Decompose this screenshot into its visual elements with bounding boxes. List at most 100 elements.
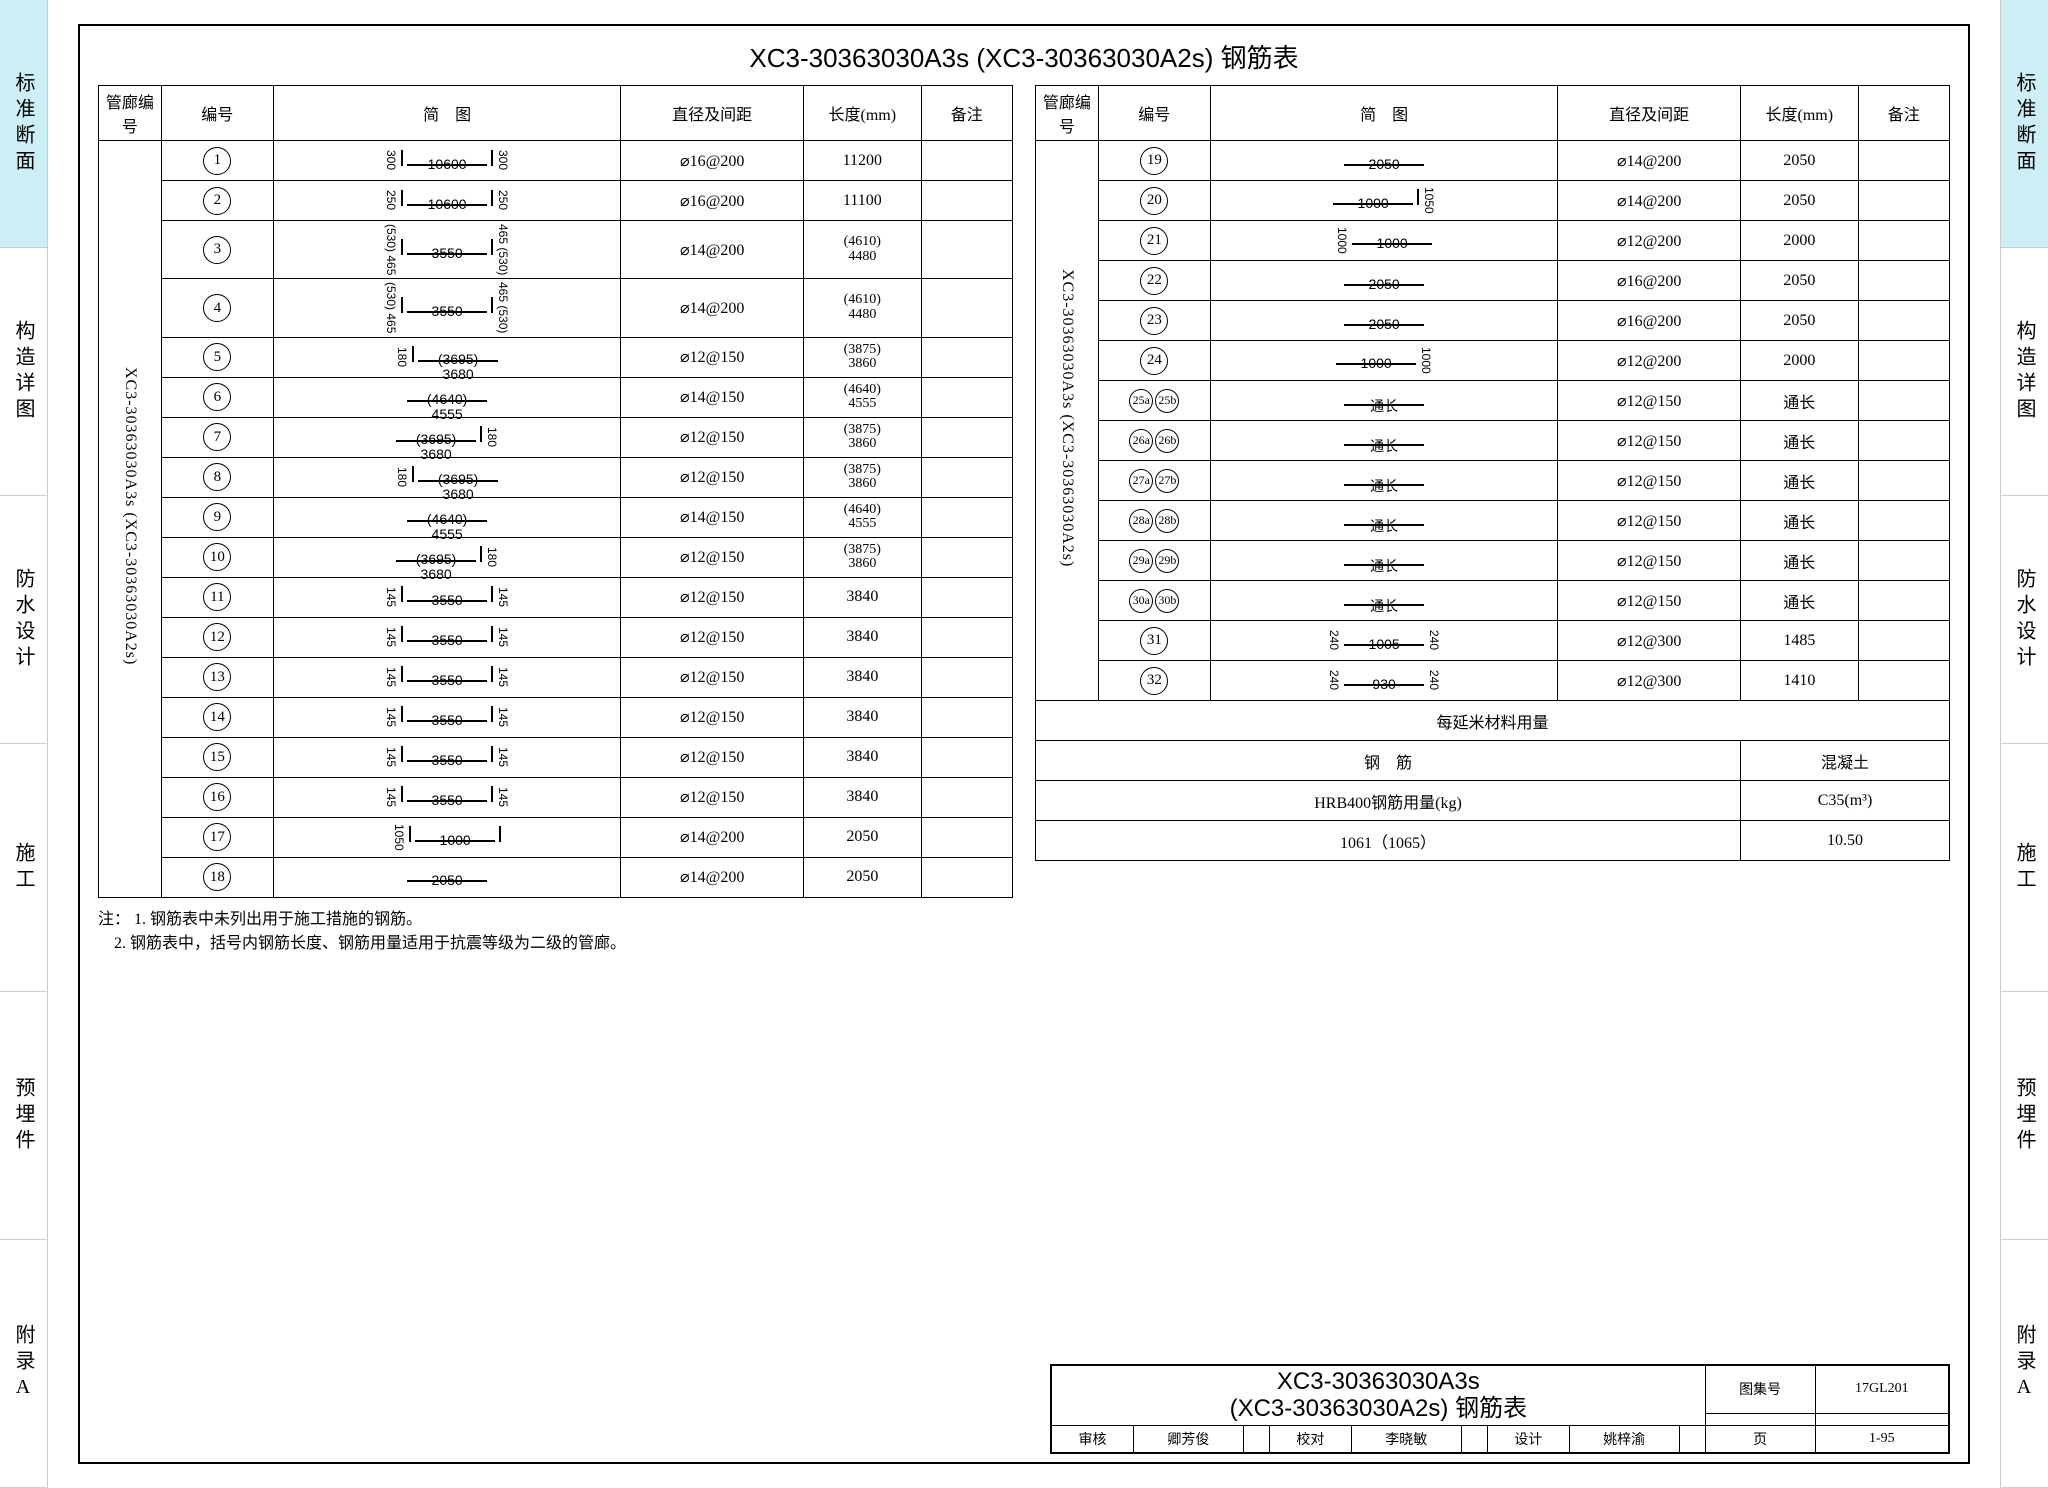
diagram-cell: 通长	[1210, 381, 1557, 421]
tb-main-suffix: 钢筋表	[1455, 1395, 1527, 1422]
table-row: 225010600250⌀16@20011100	[99, 181, 1013, 221]
side-tab[interactable]: 施工	[2001, 744, 2048, 992]
len-cell: 2000	[1741, 221, 1859, 261]
diagram-cell: (530) 4653550465 (530)	[273, 221, 620, 279]
rebar-number: 27a27b	[1098, 461, 1210, 501]
len-cell: 2050	[1741, 181, 1859, 221]
table-row: 26a26b通长⌀12@150通长	[1036, 421, 1950, 461]
diagram-cell: 1453550145	[273, 657, 620, 697]
spec-cell: ⌀16@200	[1558, 261, 1741, 301]
side-tab[interactable]: 附录A	[2001, 1240, 2048, 1488]
rebar-number: 18	[161, 857, 273, 897]
spec-cell: ⌀12@150	[1558, 461, 1741, 501]
th-len: 长度(mm)	[804, 86, 922, 141]
rebar-number: 31	[1098, 621, 1210, 661]
table-row: 32240930240⌀12@3001410	[1036, 661, 1950, 701]
remark-cell	[1858, 261, 1949, 301]
table-row: 25a25b通长⌀12@150通长	[1036, 381, 1950, 421]
rebar-number: 16	[161, 777, 273, 817]
table-row: 7(3695)3680180⌀12@150(3875)3860	[99, 417, 1013, 457]
title-block-main: XC3-30363030A3s (XC3-30363030A2s) 钢筋表	[1052, 1366, 1706, 1426]
side-tab[interactable]: 施工	[0, 744, 47, 992]
spec-cell: ⌀14@200	[621, 817, 804, 857]
table-row: 28a28b通长⌀12@150通长	[1036, 501, 1950, 541]
side-tab[interactable]: 标准断面	[0, 0, 47, 248]
rebar-number: 22	[1098, 261, 1210, 301]
diagram-cell: 通长	[1210, 501, 1557, 541]
rebar-number: 20	[1098, 181, 1210, 221]
len-cell: (3875)3860	[804, 457, 922, 497]
len-cell: 2050	[1741, 261, 1859, 301]
th-corr: 管廊编号	[99, 86, 162, 141]
table-row: 4(530) 4653550465 (530)⌀14@200(4610)4480	[99, 279, 1013, 337]
tb-set-val: 17GL201	[1815, 1366, 1948, 1413]
tb-role: 审核	[1052, 1426, 1134, 1453]
rebar-number: 6	[161, 377, 273, 417]
diagram-cell: (3695)3680180	[273, 417, 620, 457]
corr-label: XC3-30363030A3s (XC3-30363030A2s)	[1036, 141, 1099, 701]
spec-cell: ⌀14@150	[621, 497, 804, 537]
remark-cell	[1858, 141, 1949, 181]
diagram-cell: 10001050	[1210, 181, 1557, 221]
table-row: 2410001000⌀12@2002000	[1036, 341, 1950, 381]
side-tab[interactable]: 构造详图	[0, 248, 47, 496]
table-row: 29a29b通长⌀12@150通长	[1036, 541, 1950, 581]
rebar-table-left: 管廊编号 编号 简 图 直径及间距 长度(mm) 备注 XC3-30363030…	[98, 85, 1013, 898]
side-tab[interactable]: 附录A	[0, 1240, 47, 1488]
spec-cell: ⌀14@200	[1558, 141, 1741, 181]
diagram-cell: 2050	[273, 857, 620, 897]
len-cell: (4640)4555	[804, 377, 922, 417]
diagram-cell: 通长	[1210, 581, 1557, 621]
note-2: 2. 钢筋表中，括号内钢筋长度、钢筋用量适用于抗震等级为二级的管廊。	[114, 935, 626, 952]
remark-cell	[921, 221, 1012, 279]
spec-cell: ⌀12@150	[1558, 381, 1741, 421]
len-cell: 3840	[804, 697, 922, 737]
len-cell: (4640)4555	[804, 497, 922, 537]
th-spec: 直径及间距	[621, 86, 804, 141]
remark-cell	[921, 377, 1012, 417]
diagram-cell: (4640)4555	[273, 377, 620, 417]
spec-cell: ⌀14@200	[621, 279, 804, 337]
rebar-number: 10	[161, 537, 273, 577]
side-tab[interactable]: 标准断面	[2001, 0, 2048, 248]
side-tab[interactable]: 预埋件	[2001, 992, 2048, 1240]
spec-cell: ⌀12@150	[621, 777, 804, 817]
table-row: XC3-30363030A3s (XC3-30363030A2s)192050⌀…	[1036, 141, 1950, 181]
remark-cell	[921, 657, 1012, 697]
len-cell: (3875)3860	[804, 537, 922, 577]
len-cell: (3875)3860	[804, 417, 922, 457]
rebar-number: 5	[161, 337, 273, 377]
remark-cell	[921, 857, 1012, 897]
side-tab[interactable]: 预埋件	[0, 992, 47, 1240]
len-cell: 3840	[804, 617, 922, 657]
rebar-number: 28a28b	[1098, 501, 1210, 541]
spec-cell: ⌀16@200	[621, 141, 804, 181]
spec-cell: ⌀16@200	[621, 181, 804, 221]
title-block-row2: 审核卿芳俊校对李晓敏设计姚梓渝页1-95	[1052, 1426, 1949, 1453]
table-row: 10(3695)3680180⌀12@150(3875)3860	[99, 537, 1013, 577]
len-cell: 1410	[1741, 661, 1859, 701]
tb-name: 李晓敏	[1351, 1426, 1461, 1453]
diagram-cell: 10001000	[1210, 221, 1557, 261]
remark-cell	[921, 279, 1012, 337]
side-tab[interactable]: 构造详图	[2001, 248, 2048, 496]
len-cell: 2000	[1741, 341, 1859, 381]
len-cell: 通长	[1741, 421, 1859, 461]
spec-cell: ⌀12@150	[621, 657, 804, 697]
table-row: 6(4640)4555⌀14@150(4640)4555	[99, 377, 1013, 417]
remark-cell	[1858, 301, 1949, 341]
tb-sign	[1679, 1426, 1705, 1453]
th-diagram: 简 图	[1210, 86, 1557, 141]
side-tab[interactable]: 防水设计	[2001, 496, 2048, 744]
len-cell: 2050	[804, 817, 922, 857]
material-conc-sub: C35(m³)	[1741, 781, 1950, 821]
table-row: 182050⌀14@2002050	[99, 857, 1013, 897]
len-cell: 11200	[804, 141, 922, 181]
remark-cell	[1858, 581, 1949, 621]
right-side-tabs: 标准断面构造详图防水设计施工预埋件附录A	[2000, 0, 2048, 1488]
note-1: 1. 钢筋表中未列出用于施工措施的钢筋。	[134, 911, 422, 928]
tb-main-b: (XC3-30363030A2s)	[1230, 1395, 1449, 1422]
material-rebar-val: 1061（1065）	[1036, 821, 1741, 861]
diagram-cell: (4640)4555	[273, 497, 620, 537]
side-tab[interactable]: 防水设计	[0, 496, 47, 744]
